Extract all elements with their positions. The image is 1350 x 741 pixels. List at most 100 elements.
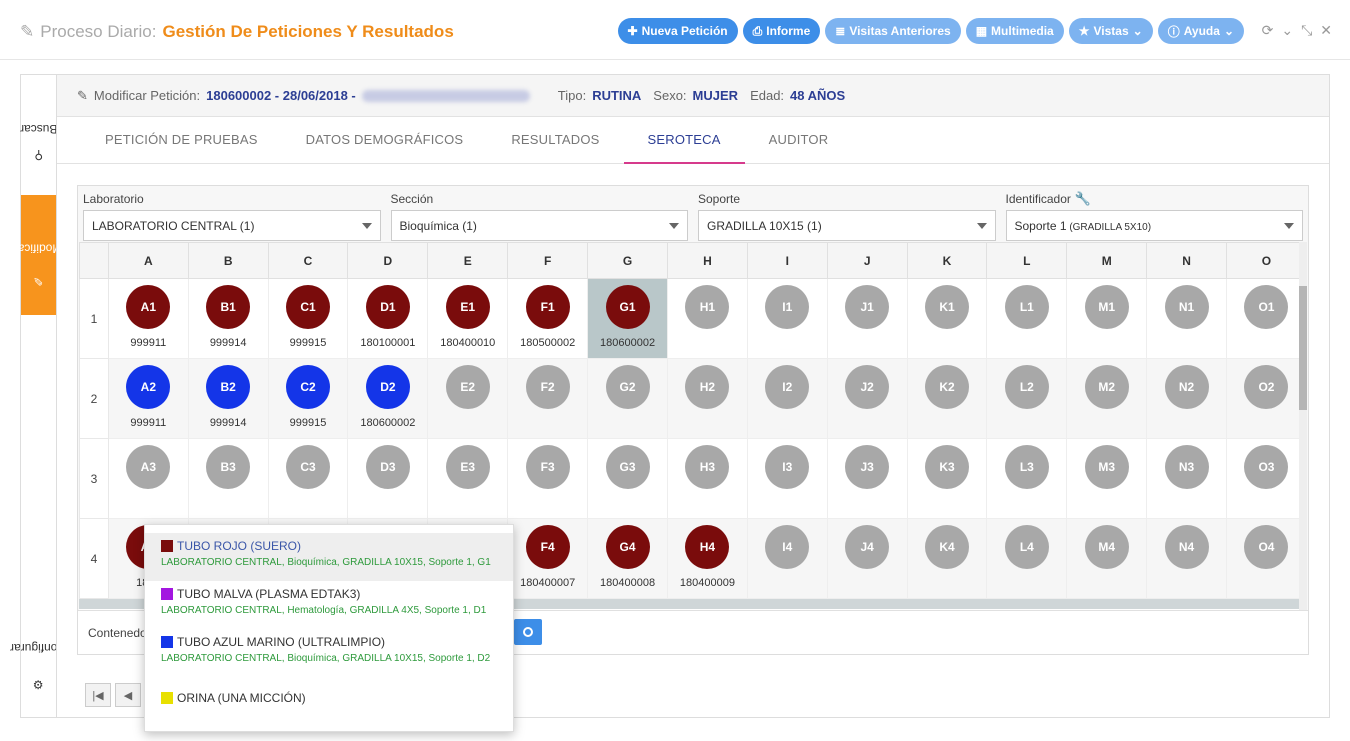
tube-c2[interactable]: C2 — [286, 365, 331, 409]
dropdown-option[interactable]: TUBO MALVA (PLASMA EDTAK3) LABORATORIO CE… — [145, 581, 513, 629]
tube-o4[interactable]: O4 — [1244, 525, 1289, 569]
rail-tab-modificar[interactable]: ✎ Modificar — [14, 195, 63, 315]
rack-cell[interactable]: F2 — [507, 358, 589, 439]
rack-cell[interactable]: G2 — [587, 358, 668, 439]
rack-cell[interactable]: K2 — [906, 358, 988, 439]
rail-tab-buscar[interactable]: ⚲ Buscar — [20, 75, 57, 195]
tube-n1[interactable]: N1 — [1164, 285, 1209, 329]
rack-cell[interactable]: J4 — [826, 518, 908, 599]
selector-dropdown[interactable]: LABORATORIO CENTRAL (1) — [83, 210, 381, 241]
tube-l3[interactable]: L3 — [1004, 445, 1049, 489]
dropdown-option[interactable]: TUBO AZUL MARINO (ULTRALIMPIO) LABORATORI… — [145, 629, 513, 677]
rack-cell[interactable]: M2 — [1066, 358, 1148, 439]
first-page-button[interactable]: |◀ — [85, 683, 111, 707]
rack-cell[interactable]: E2 — [427, 358, 509, 439]
tube-o3[interactable]: O3 — [1244, 445, 1289, 489]
tube-b2[interactable]: B2 — [206, 365, 251, 409]
rack-cell[interactable]: A1 999911 — [107, 278, 189, 359]
tube-o2[interactable]: O2 — [1244, 365, 1289, 409]
tube-k1[interactable]: K1 — [925, 285, 969, 329]
rack-cell[interactable]: L2 — [986, 358, 1068, 439]
tube-b1[interactable]: B1 — [206, 285, 251, 329]
tube-d1[interactable]: D1 — [365, 285, 410, 329]
rack-cell[interactable]: K1 — [906, 278, 988, 359]
close-icon[interactable]: ✕ — [1320, 22, 1332, 38]
tube-d2[interactable]: D2 — [365, 365, 410, 409]
tube-j2[interactable]: J2 — [845, 365, 890, 409]
rack-cell[interactable]: D3 — [347, 438, 429, 519]
rack-cell[interactable]: H3 — [667, 438, 748, 519]
rack-cell[interactable]: N2 — [1146, 358, 1227, 439]
rack-cell[interactable]: F3 — [507, 438, 589, 519]
rack-cell[interactable]: A2 999911 — [107, 358, 189, 439]
vistas-button[interactable]: ★ Vistas ⌄ — [1068, 18, 1153, 44]
tube-j4[interactable]: J4 — [845, 525, 890, 569]
selector-dropdown[interactable]: Bioquímica (1) — [390, 210, 688, 241]
tab-seroteca[interactable]: SEROTECA — [623, 118, 745, 164]
horizontal-scrollbar[interactable] — [79, 599, 1299, 609]
rack-cell[interactable]: L4 — [986, 518, 1068, 599]
dropdown-option[interactable]: TUBO ROJO (SUERO) LABORATORIO CENTRAL, Bi… — [145, 533, 513, 581]
compress-icon[interactable]: ⤡ — [1301, 22, 1313, 38]
tube-f3[interactable]: F3 — [525, 445, 570, 489]
tube-m3[interactable]: M3 — [1084, 445, 1129, 489]
multimedia-button[interactable]: ▦ Multimedia — [965, 18, 1064, 44]
rack-cell[interactable]: K4 — [906, 518, 988, 599]
rack-cell[interactable]: L3 — [986, 438, 1068, 519]
selector-dropdown[interactable]: GRADILLA 10X15 (1) — [698, 210, 996, 241]
tube-e3[interactable]: E3 — [445, 445, 490, 489]
tube-k3[interactable]: K3 — [925, 445, 969, 489]
rack-cell[interactable]: B3 — [187, 438, 269, 519]
tube-d3[interactable]: D3 — [365, 445, 410, 489]
tube-i1[interactable]: I1 — [765, 285, 810, 329]
tube-c1[interactable]: C1 — [286, 285, 331, 329]
rack-cell[interactable]: M4 — [1066, 518, 1148, 599]
tube-h1[interactable]: H1 — [685, 285, 730, 329]
rack-cell[interactable]: O1 — [1225, 278, 1307, 359]
chevron-down-icon[interactable]: ⌄ — [1281, 22, 1294, 38]
rack-cell[interactable]: E3 — [427, 438, 509, 519]
rack-cell[interactable]: H1 — [667, 278, 748, 359]
tube-k2[interactable]: K2 — [925, 365, 969, 409]
tube-f1[interactable]: F1 — [525, 285, 570, 329]
tube-j3[interactable]: J3 — [845, 445, 890, 489]
rack-cell[interactable]: C1 999915 — [267, 278, 349, 359]
rack-cell[interactable]: O2 — [1225, 358, 1307, 439]
rack-cell[interactable]: A3 — [107, 438, 189, 519]
rack-cell[interactable]: D2 180600002 — [347, 358, 429, 439]
rack-cell[interactable]: O4 — [1225, 518, 1307, 599]
nueva-petici-n-button[interactable]: ✚ Nueva Petición — [617, 18, 738, 44]
rail-tab-configurar[interactable]: ⚙ Configurar — [10, 595, 66, 715]
tube-k4[interactable]: K4 — [925, 525, 969, 569]
scrollbar-thumb[interactable] — [1299, 286, 1307, 410]
tube-g3[interactable]: G3 — [605, 445, 650, 489]
rack-cell[interactable]: C2 999915 — [267, 358, 349, 439]
rack-cell[interactable]: D1 180100001 — [347, 278, 429, 359]
ayuda-button[interactable]: ⓘ Ayuda ⌄ — [1157, 18, 1244, 44]
visitas-anteriores-button[interactable]: ≣ Visitas Anteriores — [825, 18, 961, 44]
rack-cell[interactable]: B2 999914 — [187, 358, 269, 439]
tube-a2[interactable]: A2 — [126, 365, 171, 409]
informe-button[interactable]: ⎙ Informe — [742, 18, 821, 44]
tube-h3[interactable]: H3 — [685, 445, 730, 489]
target-button[interactable] — [514, 619, 542, 645]
rack-cell[interactable]: I1 — [746, 278, 828, 359]
rack-cell[interactable]: H2 — [667, 358, 748, 439]
rack-cell[interactable]: J1 — [826, 278, 908, 359]
tube-a1[interactable]: A1 — [126, 285, 171, 329]
rack-cell[interactable]: F4 180400007 — [507, 518, 589, 599]
rack-cell[interactable]: J3 — [826, 438, 908, 519]
rack-cell[interactable]: M3 — [1066, 438, 1148, 519]
tube-f2[interactable]: F2 — [525, 365, 570, 409]
tube-m1[interactable]: M1 — [1084, 285, 1129, 329]
tube-m2[interactable]: M2 — [1084, 365, 1129, 409]
rack-cell[interactable]: G1 180600002 — [587, 278, 668, 359]
tube-l1[interactable]: L1 — [1004, 285, 1049, 329]
rack-cell[interactable]: I3 — [746, 438, 828, 519]
rack-cell[interactable]: N3 — [1146, 438, 1227, 519]
rack-cell[interactable]: N1 — [1146, 278, 1227, 359]
dropdown-option[interactable]: ORINA (UNA MICCIÓN) — [145, 677, 513, 725]
tube-n2[interactable]: N2 — [1164, 365, 1209, 409]
rack-cell[interactable]: O3 — [1225, 438, 1307, 519]
rack-cell[interactable]: C3 — [267, 438, 349, 519]
